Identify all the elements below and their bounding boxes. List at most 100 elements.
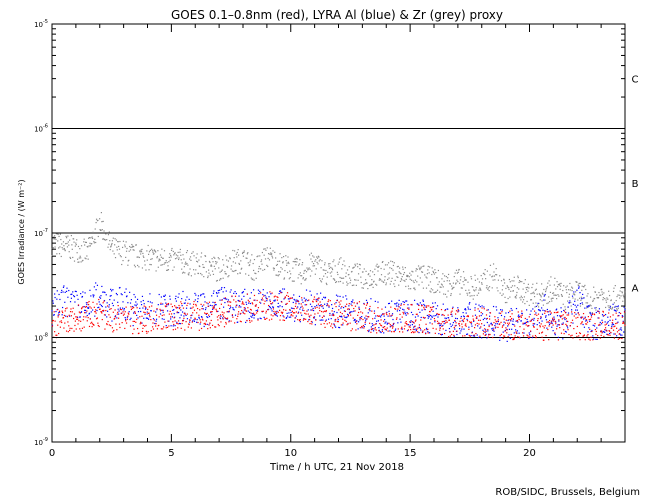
data-point: [386, 327, 388, 329]
data-point: [287, 298, 290, 300]
data-point: [375, 283, 377, 285]
data-point: [143, 305, 145, 307]
data-point: [189, 256, 192, 258]
data-point: [441, 325, 443, 327]
data-point: [469, 336, 471, 338]
data-point: [105, 294, 107, 296]
data-point: [97, 219, 99, 222]
data-point: [594, 323, 596, 325]
data-point: [563, 317, 565, 319]
data-point: [546, 327, 548, 329]
data-point: [338, 326, 340, 329]
data-point: [129, 291, 131, 293]
data-point: [247, 310, 249, 312]
data-point: [212, 261, 214, 263]
data-point: [196, 321, 198, 323]
data-point: [243, 303, 245, 305]
data-point: [102, 310, 104, 312]
data-point: [170, 254, 172, 257]
data-point: [116, 249, 118, 251]
data-point: [411, 270, 413, 272]
data-point: [121, 294, 123, 296]
data-point: [617, 305, 619, 307]
data-point: [477, 278, 479, 280]
data-point: [81, 327, 84, 329]
data-point: [335, 318, 337, 321]
data-point: [540, 317, 542, 320]
data-point: [293, 294, 295, 296]
data-point: [145, 269, 147, 271]
data-point: [507, 319, 509, 322]
data-point: [96, 303, 98, 305]
data-point: [474, 314, 477, 316]
data-point: [532, 335, 534, 337]
data-point: [558, 284, 560, 286]
data-point: [305, 277, 307, 280]
data-point: [76, 294, 78, 296]
data-point: [302, 301, 304, 303]
data-point: [444, 322, 447, 324]
data-point: [283, 288, 286, 290]
data-point: [141, 295, 144, 298]
data-point: [203, 304, 205, 306]
data-point: [259, 301, 261, 303]
data-point: [210, 311, 212, 313]
data-point: [181, 311, 184, 313]
data-point: [582, 293, 584, 296]
data-point: [294, 320, 296, 322]
data-point: [432, 310, 434, 312]
data-point: [431, 323, 433, 325]
data-point: [587, 331, 589, 333]
data-point: [163, 295, 166, 297]
data-point: [141, 322, 143, 324]
data-point: [475, 289, 477, 291]
data-point: [457, 309, 459, 311]
data-point: [345, 295, 347, 297]
data-point: [112, 311, 114, 313]
data-point: [623, 291, 626, 293]
x-tick-label: 0: [49, 448, 55, 459]
data-point: [618, 333, 620, 335]
x-axis-title: Time / h UTC, 21 Nov 2018: [269, 462, 404, 473]
data-point: [468, 326, 470, 328]
data-point: [431, 316, 433, 318]
data-point: [436, 277, 438, 279]
data-point: [167, 269, 170, 271]
data-point: [236, 318, 238, 320]
data-point: [153, 310, 155, 312]
data-point: [440, 333, 442, 336]
data-point: [407, 285, 410, 287]
data-point: [232, 249, 234, 252]
data-point: [273, 312, 275, 314]
data-point: [125, 250, 128, 252]
data-point: [68, 251, 70, 253]
data-point: [242, 312, 245, 314]
data-point: [436, 305, 439, 307]
data-point: [159, 310, 162, 312]
data-point: [420, 267, 422, 269]
data-point: [535, 288, 537, 290]
data-point: [400, 273, 402, 275]
data-point: [617, 294, 619, 296]
data-point: [324, 273, 327, 275]
data-point: [608, 332, 611, 335]
data-point: [197, 321, 199, 324]
data-point: [397, 308, 399, 310]
data-point: [478, 323, 480, 325]
data-point: [530, 319, 533, 321]
data-point: [511, 317, 513, 320]
data-point: [488, 318, 491, 320]
data-point: [556, 298, 558, 300]
data-point: [163, 263, 165, 265]
data-point: [151, 302, 153, 304]
data-point: [424, 305, 426, 307]
data-point: [456, 317, 458, 320]
data-point: [272, 267, 275, 269]
data-point: [168, 313, 170, 315]
data-point: [493, 322, 495, 324]
data-point: [567, 314, 570, 316]
data-point: [294, 261, 297, 263]
data-point: [301, 262, 304, 264]
data-point: [550, 312, 552, 314]
data-point: [540, 296, 542, 298]
